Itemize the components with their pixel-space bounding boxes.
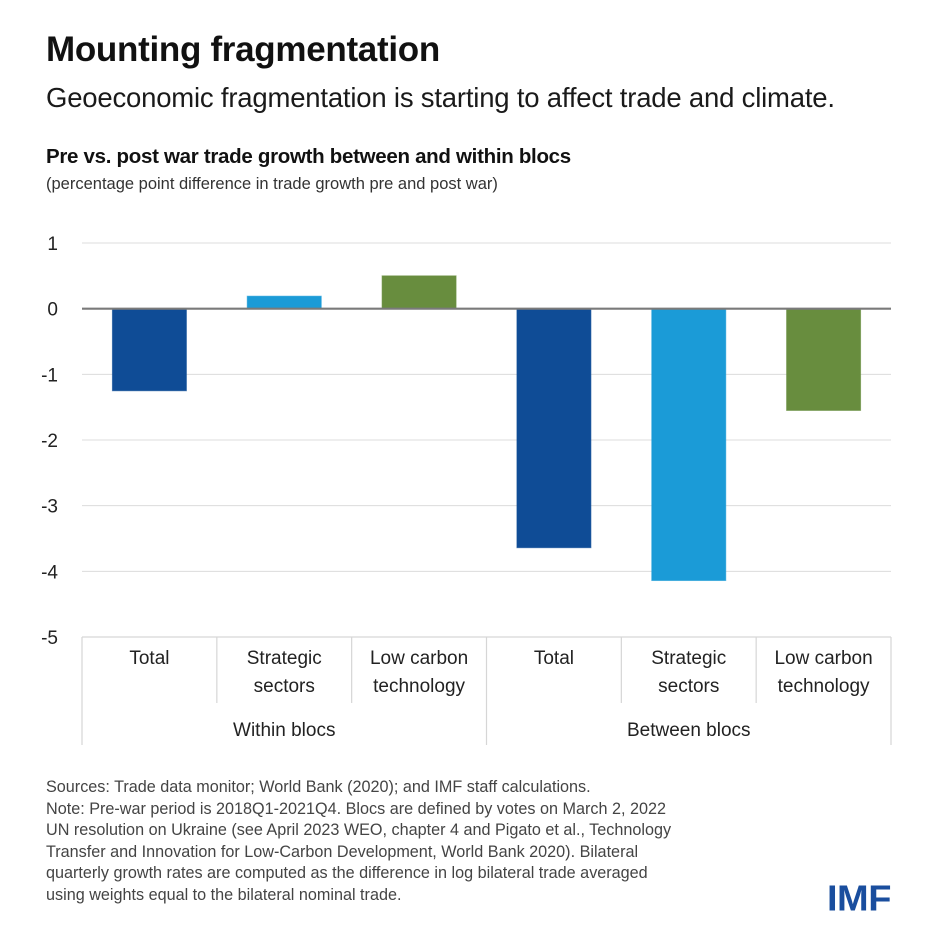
imf-logo: IMF (827, 879, 891, 919)
chart-subtitle: (percentage point difference in trade gr… (46, 175, 498, 193)
category-label: Strategic (247, 648, 322, 669)
category-label: technology (778, 676, 870, 697)
y-tick-label: -1 (41, 365, 58, 386)
category-label: sectors (254, 676, 315, 697)
group-label: Between blocs (627, 720, 751, 741)
bar (111, 308, 187, 392)
bar (651, 308, 727, 582)
bar (246, 295, 322, 310)
y-axis-ticks: 1 0 -1 -2 -3 -4 -5 (41, 234, 58, 649)
notes-line: Note: Pre-war period is 2018Q1-2021Q4. B… (46, 799, 666, 818)
bar (786, 308, 862, 411)
page-title: Mounting fragmentation (46, 30, 440, 69)
notes-line: using weights equal to the bilateral nom… (46, 885, 402, 904)
category-label: Total (534, 648, 574, 669)
y-tick-label: -4 (41, 562, 58, 583)
bars (111, 275, 862, 582)
category-label: Strategic (651, 648, 726, 669)
y-tick-label: -2 (41, 431, 58, 452)
category-label: Low carbon (774, 648, 872, 669)
y-tick-label: 1 (47, 234, 58, 255)
y-tick-label: -5 (41, 628, 58, 649)
notes-line: Sources: Trade data monitor; World Bank … (46, 778, 591, 796)
category-label: Low carbon (370, 648, 468, 669)
bar (516, 308, 592, 549)
page-subtitle: Geoeconomic fragmentation is starting to… (46, 82, 835, 113)
category-label: sectors (658, 676, 719, 697)
y-tick-label: 0 (47, 300, 58, 321)
bar (381, 275, 457, 310)
category-label: Total (129, 648, 169, 669)
category-label: technology (373, 676, 465, 697)
chart-title: Pre vs. post war trade growth between an… (46, 145, 571, 168)
category-axis: Total Strategic sectors Low carbon technolog… (81, 636, 892, 745)
y-tick-label: -3 (41, 497, 58, 518)
bar-chart: 1 0 -1 -2 -3 -4 -5 Total Strategic sectors Low ca… (41, 234, 892, 745)
group-label: Within blocs (233, 720, 335, 741)
notes-line: quarterly growth rates are computed as t… (46, 864, 648, 882)
notes-line: UN resolution on Ukraine (see April 2023… (46, 821, 672, 839)
notes-line: Transfer and Innovation for Low-Carbon D… (46, 842, 639, 861)
gridlines (82, 242, 891, 572)
source-notes: Sources: Trade data monitor; World Bank … (46, 777, 806, 906)
